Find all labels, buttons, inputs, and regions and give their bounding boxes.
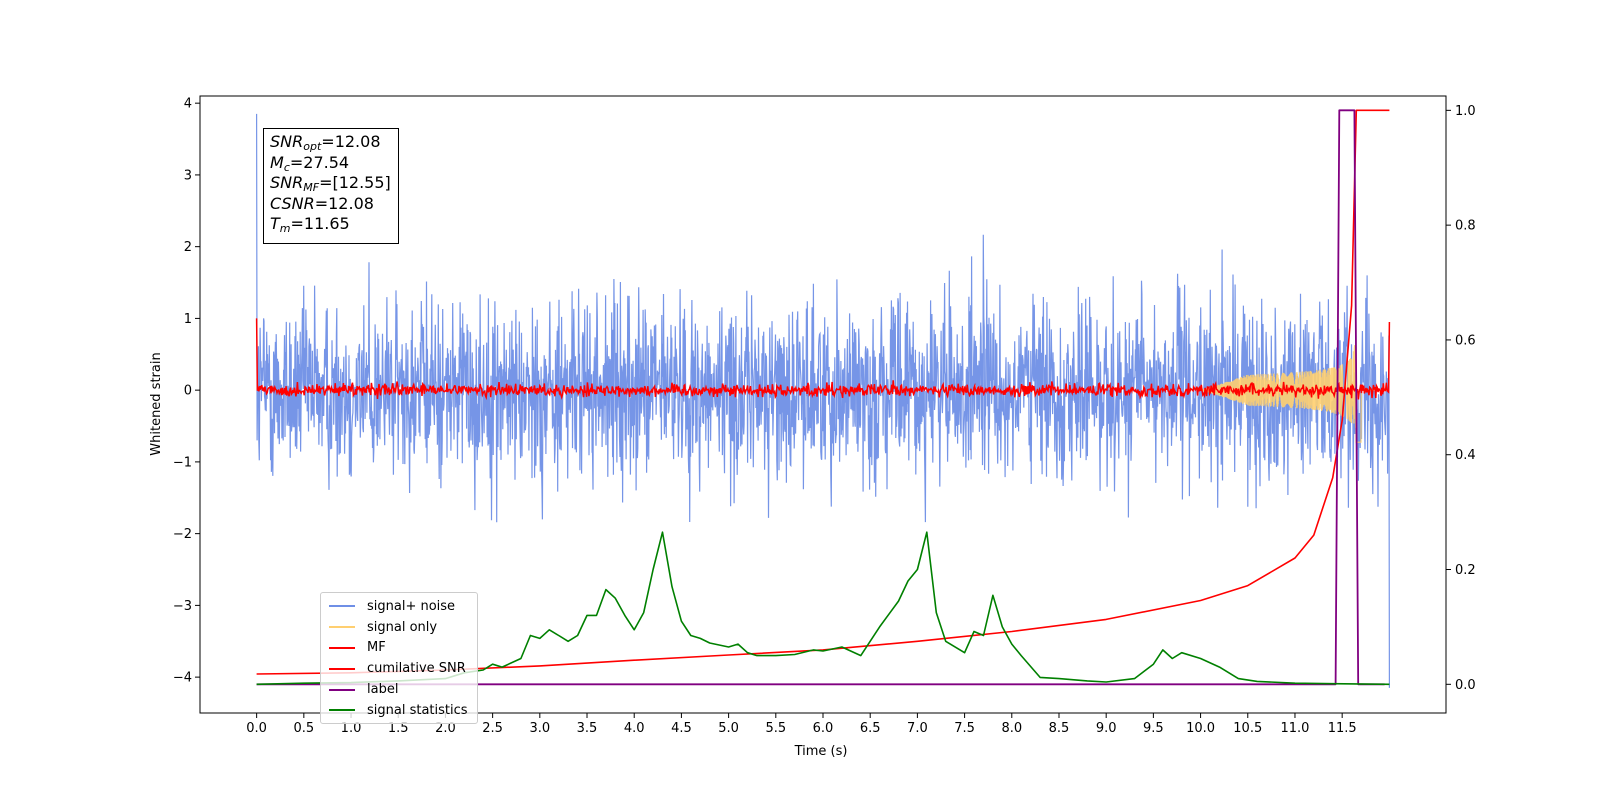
x-tick-label: 1.5 xyxy=(388,721,409,736)
annotation-merger-time: Tm=11.65 xyxy=(270,214,350,235)
x-tick-label: 10.5 xyxy=(1233,721,1262,736)
x-tick-label: 9.0 xyxy=(1096,721,1117,736)
y-tick-label: 3 xyxy=(184,168,192,183)
chart-legend: signal+ noise signal only MF cumilative … xyxy=(320,592,478,724)
legend-label: signal statistics xyxy=(367,702,468,718)
legend-swatch xyxy=(329,667,355,670)
y-axis-label: Whitened strain xyxy=(149,352,164,455)
legend-item-mf: MF xyxy=(327,638,471,659)
y-tick-label: −2 xyxy=(173,527,192,542)
legend-label: signal+ noise xyxy=(367,598,456,614)
legend-item-signal-noise: signal+ noise xyxy=(327,596,471,617)
x-tick-label: 10.0 xyxy=(1186,721,1215,736)
annotation-chirp-mass: Mc=27.54 xyxy=(270,152,350,174)
x-tick-label: 8.5 xyxy=(1049,721,1070,736)
x-tick-label: 2.0 xyxy=(435,721,456,736)
snr-annotation-box: SNRopt=12.08 Mc=27.54 SNRMF=[12.55] CSNR… xyxy=(263,128,399,244)
y2-tick-label: 0.6 xyxy=(1455,333,1476,348)
y2-tick-label: 0.0 xyxy=(1455,678,1476,693)
x-tick-label: 1.0 xyxy=(341,721,362,736)
y-tick-label: 1 xyxy=(184,312,192,327)
legend-label: cumilative SNR xyxy=(367,661,466,677)
legend-swatch xyxy=(329,626,355,629)
x-tick-label: 11.0 xyxy=(1280,721,1309,736)
x-tick-label: 3.5 xyxy=(577,721,598,736)
x-tick-label: 3.0 xyxy=(529,721,550,736)
y2-tick-label: 0.8 xyxy=(1455,219,1476,234)
x-tick-label: 2.5 xyxy=(482,721,503,736)
legend-label: MF xyxy=(367,640,386,656)
y-axis-right: 1.0 0.8 0.6 0.4 0.2 0.0 xyxy=(1446,104,1476,693)
x-tick-label: 4.5 xyxy=(671,721,692,736)
series-cumulative-snr xyxy=(256,109,1390,675)
x-axis-label: Time (s) xyxy=(794,744,848,759)
series-mf xyxy=(255,318,1391,401)
y-tick-label: −4 xyxy=(173,671,192,686)
series-signal-plus-noise xyxy=(256,113,1391,688)
x-tick-label: 7.0 xyxy=(907,721,928,736)
x-tick-label: 9.5 xyxy=(1143,721,1164,736)
legend-item-signal-only: signal only xyxy=(327,617,471,638)
legend-item-label: label xyxy=(327,679,471,700)
x-tick-label: 5.5 xyxy=(765,721,786,736)
x-axis: 0.0 0.5 1.0 1.5 2.0 2.5 3.0 3.5 4.0 4.5 5.0 5.5 6.0 6… xyxy=(246,713,1357,736)
y2-tick-label: 1.0 xyxy=(1455,104,1476,119)
annotation-snr-mf: SNRMF=[12.55] xyxy=(270,173,391,194)
x-tick-label: 5.0 xyxy=(718,721,739,736)
x-tick-label: 0.0 xyxy=(246,721,267,736)
legend-swatch xyxy=(329,709,355,712)
legend-label: label xyxy=(367,682,399,698)
x-tick-label: 0.5 xyxy=(293,721,314,736)
y-tick-label: −1 xyxy=(173,455,192,470)
series-signal-statistics xyxy=(256,531,1390,686)
y-tick-label: −3 xyxy=(173,599,192,614)
x-tick-label: 6.5 xyxy=(860,721,881,736)
x-tick-label: 8.0 xyxy=(1001,721,1022,736)
legend-swatch xyxy=(329,646,355,649)
x-tick-label: 6.0 xyxy=(813,721,834,736)
y2-tick-label: 0.4 xyxy=(1455,448,1476,463)
x-tick-label: 11.5 xyxy=(1328,721,1357,736)
y-tick-label: 4 xyxy=(184,97,192,112)
y2-tick-label: 0.2 xyxy=(1455,563,1476,578)
x-tick-label: 7.5 xyxy=(954,721,975,736)
x-tick-label: 4.0 xyxy=(624,721,645,736)
y-tick-label: 2 xyxy=(184,240,192,255)
legend-item-cumulative-snr: cumilative SNR xyxy=(327,658,471,679)
annotation-snr-opt: SNRopt=12.08 xyxy=(270,132,381,153)
annotation-csnr: CSNR=12.08 xyxy=(270,193,374,213)
legend-item-signal-statistics: signal statistics xyxy=(327,700,471,721)
y-tick-label: 0 xyxy=(184,384,192,399)
plot-area xyxy=(255,109,1391,688)
legend-swatch xyxy=(329,688,355,691)
y-axis-left: 4 3 2 1 0 −1 −2 −3 −4 xyxy=(173,97,200,686)
legend-label: signal only xyxy=(367,619,438,635)
legend-swatch xyxy=(329,605,355,608)
